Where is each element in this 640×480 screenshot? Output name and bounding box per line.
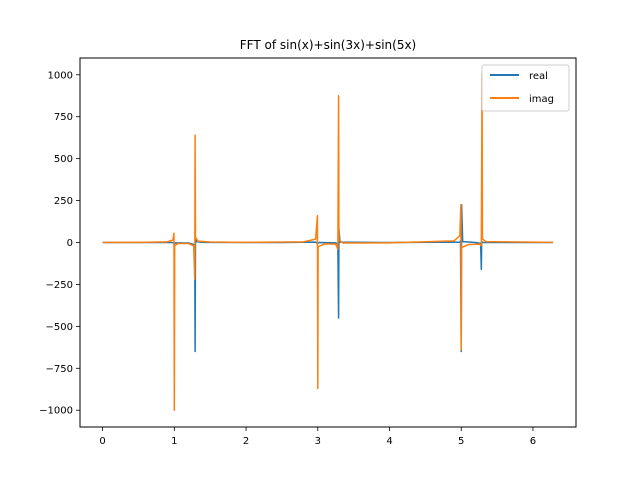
x-tick-label: 3 — [315, 436, 321, 447]
x-tick-label: 5 — [458, 436, 464, 447]
x-tick-label: 4 — [386, 436, 392, 447]
y-tick-label: 500 — [54, 154, 73, 165]
y-tick-label: −1000 — [39, 406, 73, 417]
chart-title: FFT of sin(x)+sin(3x)+sin(5x) — [240, 38, 416, 52]
y-tick-label: −500 — [46, 322, 73, 333]
y-tick-label: −250 — [46, 280, 73, 291]
y-tick-label: 0 — [67, 238, 73, 249]
y-tick-label: −750 — [46, 364, 73, 375]
series-line-imag — [102, 73, 554, 411]
x-tick-label: 0 — [99, 436, 105, 447]
x-tick-label: 6 — [530, 436, 536, 447]
y-tick-label: 750 — [54, 112, 73, 123]
legend-label-real: real — [529, 71, 548, 82]
legend: real imag — [481, 64, 570, 112]
x-axis: 0 1 2 3 4 5 6 — [99, 427, 536, 447]
y-tick-label: 250 — [54, 196, 73, 207]
x-tick-label: 1 — [171, 436, 177, 447]
legend-box — [481, 64, 570, 112]
y-axis: −1000 −750 −500 −250 0 250 500 750 1000 — [39, 70, 80, 417]
x-tick-label: 2 — [243, 436, 249, 447]
y-tick-label: 1000 — [48, 70, 73, 81]
series-layer — [102, 73, 554, 411]
legend-label-imag: imag — [529, 94, 554, 105]
